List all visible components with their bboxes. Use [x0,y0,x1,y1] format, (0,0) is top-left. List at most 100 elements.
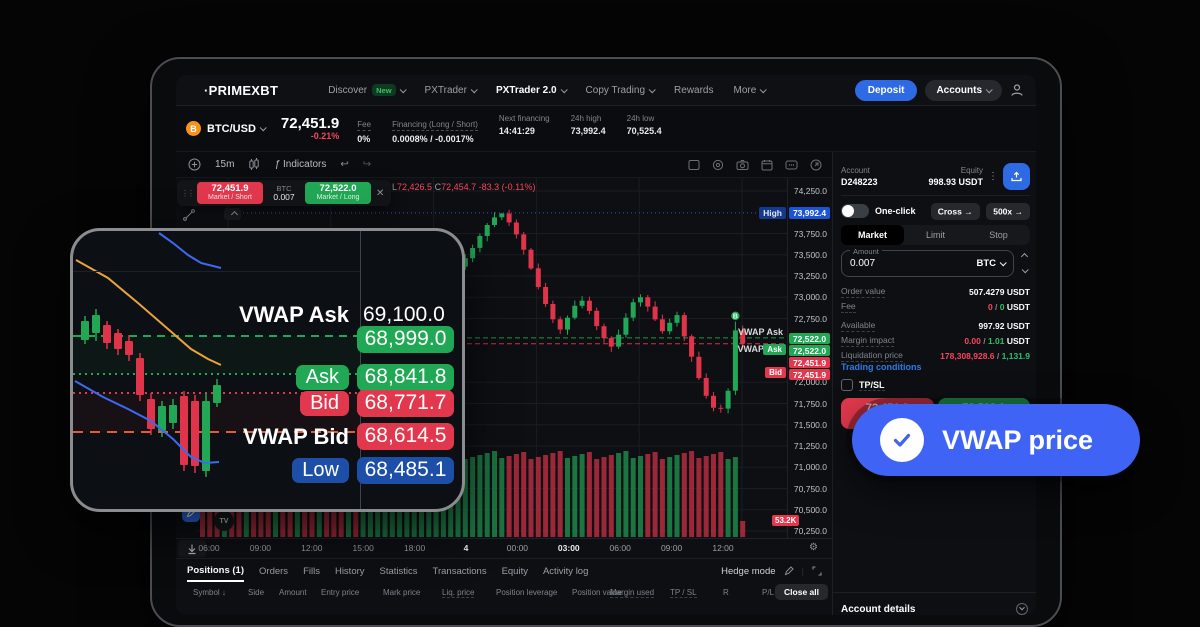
market-long-button[interactable]: 72,522.0 Market / Long [305,182,371,204]
user-icon[interactable] [1010,83,1024,97]
time-axis[interactable]: 06:00 09:00 12:00 15:00 18:00 4 00:00 03:00 06:0… [176,538,832,558]
drag-handle[interactable]: ⋮⋮ [181,188,195,198]
candle-style-icon[interactable] [248,158,260,171]
close-all-button[interactable]: Close all [775,584,828,600]
tab-fills[interactable]: Fills [303,566,320,577]
add-symbol-icon[interactable] [188,158,201,171]
collapse-section-icon[interactable] [1016,603,1028,615]
bid-price-badge: 72,451.9 [789,369,830,380]
nav-item-more[interactable]: More [734,85,768,96]
stat-24h-high: 24h high 73,992.4 [570,113,606,136]
tab-statistics[interactable]: Statistics [379,566,418,577]
low-chip: Low [292,458,349,483]
asset-selector[interactable]: BTC [976,258,1007,269]
indicators-button[interactable]: ƒ Indicators [274,159,327,170]
one-click-toggle[interactable] [841,204,869,218]
price-axis[interactable]: 74,250.0 73,750.0 73,500.0 73,250.0 73,000.0… [772,178,832,538]
tab-activity-log[interactable]: Activity log [542,566,589,577]
nav-item-rewards[interactable]: Rewards [674,84,714,96]
price-tick: 73,500.0 [793,249,827,260]
collapse-volume-button[interactable] [224,208,241,220]
tab-transactions[interactable]: Transactions [432,566,487,577]
layout-icon[interactable] [688,159,700,171]
check-icon [880,418,924,462]
expand-panel-icon[interactable] [812,566,822,576]
stat-fee: Fee 0% [357,119,372,144]
price-tick: 71,250.0 [793,441,827,451]
tradingview-logo[interactable]: TV [214,511,234,531]
bid-price-badge: 68,771.7 [357,390,454,417]
price-tick: 73,750.0 [793,228,827,239]
trendline-tool-icon[interactable] [182,208,196,222]
amount-stepper[interactable] [1018,250,1031,277]
transfer-button[interactable] [1003,163,1030,190]
trading-conditions-link[interactable]: Trading conditions [841,362,922,372]
col-side: Side [248,588,265,597]
tab-positions[interactable]: Positions (1) [187,560,245,582]
price-tick: 73,000.0 [793,292,827,303]
tpsl-label: TP/SL [859,379,885,391]
tab-market[interactable]: Market [841,225,904,245]
vwap-price-badge: VWAP price [852,404,1140,476]
hedge-mode-label[interactable]: Hedge mode [721,565,776,577]
calendar-icon[interactable] [761,159,773,171]
leverage-button[interactable]: 500x → [986,202,1030,220]
amount-input[interactable]: Amount 0.007 BTC [841,247,1014,277]
col-pl: P/L [762,588,775,597]
undo-icon[interactable]: ↩ [340,159,349,170]
col-mark-price: Mark price [383,588,421,597]
tab-equity[interactable]: Equity [501,566,528,577]
nav-item-discover[interactable]: Discover New [328,84,407,96]
chevron-down-icon [759,85,768,93]
tab-stop[interactable]: Stop [989,230,1008,240]
chevron-down-icon [399,85,407,93]
price-tick: 70,250.0 [793,526,827,536]
vwap-line-label: VWAP [737,344,764,354]
tab-limit[interactable]: Limit [925,230,945,240]
tab-history[interactable]: History [334,566,365,577]
redo-icon[interactable]: ↪ [362,159,372,170]
more-options-icon[interactable] [785,159,798,171]
pair-selector[interactable]: BTC/USD [207,122,256,135]
accounts-button[interactable]: Accounts [925,79,1002,101]
fullscreen-icon[interactable] [810,159,822,171]
order-type-tabs: Market Limit Stop [841,225,1030,245]
stat-next-financing: Next financing 14:41:29 [498,113,550,136]
axis-settings-gear-icon[interactable]: ⚙ [809,542,818,553]
tab-orders[interactable]: Orders [259,566,289,577]
close-icon[interactable]: ✕ [376,187,385,199]
chevron-down-icon [259,124,267,132]
last-price-badge: 72,451.9 [789,357,830,368]
time-tick: 06:00 [198,543,220,553]
deposit-button[interactable]: Deposit [854,79,918,101]
edit-pencil-icon[interactable] [784,566,794,576]
symbol-bar: B BTC/USD 72,451.9 -0.21% Fee 0% Financin… [176,106,1036,152]
margin-mode-button[interactable]: Cross → [930,202,980,220]
col-entry-price: Entry price [321,588,360,597]
tpsl-checkbox[interactable] [841,379,853,391]
nav-item-pxtrader2[interactable]: PXTrader 2.0 [496,85,568,96]
col-position-leverage: Position leverage [496,588,558,597]
overlay-amount: BTC 0.007 [273,183,295,202]
margin-impact-row: Margin impact 0.00 / 1.01 USDT [841,335,1030,347]
time-tick: 15:00 [352,543,374,553]
chevron-down-icon [470,85,478,93]
available-row: Available 997.92 USDT [841,320,1030,332]
account-id: Account D248223 [841,166,878,187]
col-margin-used: Margin used [610,588,655,598]
vwap-ask-axis-value: 69,100.0 [363,302,445,326]
nav-item-pxtrader[interactable]: PXTrader [425,85,478,96]
stat-financing: Financing (Long / Short) 0.0008% / -0.001… [392,119,478,144]
nav-item-copy-trading[interactable]: Copy Trading [586,85,656,96]
settings-icon[interactable] [712,159,724,171]
scroll-to-recent-button[interactable] [178,540,206,557]
vwap-bid-price-badge: 68,614.5 [357,423,454,450]
market-short-button[interactable]: 72,451.9 Market / Short [197,182,263,204]
chart-trade-overlay: ⋮⋮ 72,451.9 Market / Short BTC 0.007 72,52… [177,180,392,206]
ask-chip: Ask [295,365,349,390]
col-symbol[interactable]: Symbol ↓ [193,588,226,597]
camera-icon[interactable] [736,159,749,171]
kebab-menu-icon[interactable]: ⋮ [988,171,998,182]
time-tick: 06:00 [609,543,631,553]
interval-selector[interactable]: 15m [215,159,235,170]
